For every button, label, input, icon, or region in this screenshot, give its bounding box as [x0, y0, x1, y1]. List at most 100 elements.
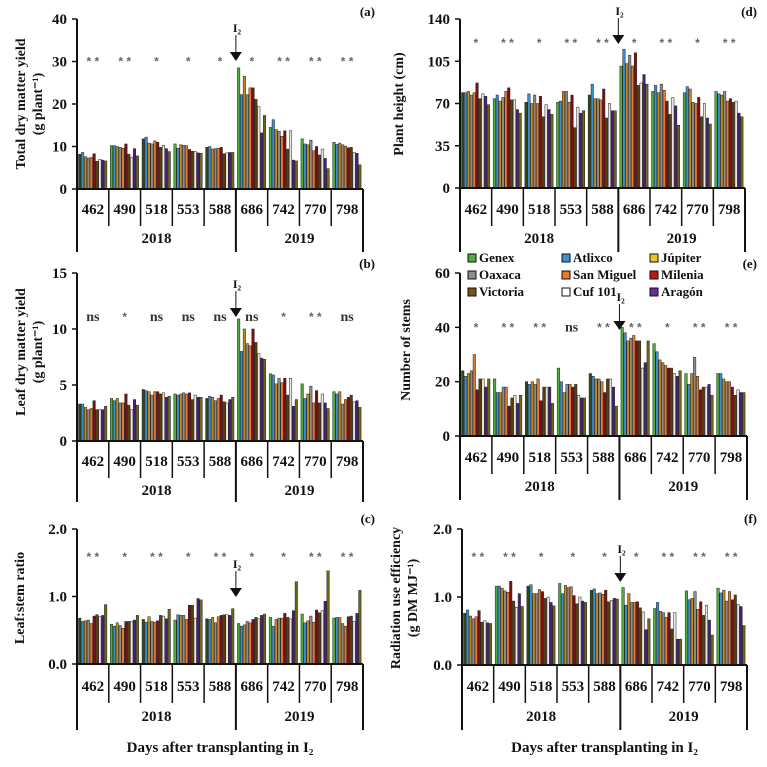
- x-tick-label: 490: [113, 202, 136, 218]
- bar-atlixco-518: [529, 584, 533, 666]
- legend-label: Milenia: [661, 267, 704, 282]
- bar-júpiter-490: [115, 146, 119, 190]
- bar-cuf-101-462: [483, 620, 487, 666]
- significance-label: * *: [214, 550, 227, 564]
- x-tick-label: 462: [467, 679, 490, 695]
- bar-oaxaca-553: [182, 392, 186, 442]
- bar-milenia-742: [667, 612, 671, 666]
- bar-milenia-518: [540, 591, 544, 666]
- bar-oaxaca-770: [309, 385, 313, 442]
- bar-cuf-101-462: [98, 409, 102, 442]
- bar-aragón-770: [323, 158, 327, 190]
- bar-atlixco-490: [496, 392, 500, 437]
- legend-label: Atlixco: [573, 250, 613, 265]
- bar-victoria-553: [190, 399, 194, 442]
- bar-san-miguel-518: [536, 103, 540, 189]
- bar-atlixco-770: [687, 599, 691, 666]
- bar-cuf-101-686: [641, 611, 645, 666]
- bar-milenia-553: [572, 595, 576, 666]
- bar-victoria-518: [543, 598, 547, 666]
- bar-san-miguel-798: [728, 591, 732, 666]
- bar-júpiter-518: [147, 616, 151, 665]
- x-tick-label: 588: [591, 202, 614, 218]
- bar-júpiter-798: [338, 391, 342, 442]
- bar-extra-742: [294, 581, 298, 665]
- significance-label: * *: [277, 55, 290, 69]
- bar-victoria-518: [159, 393, 163, 442]
- bar-milenia-686: [251, 87, 255, 190]
- bar-cuf-101-588: [607, 103, 611, 189]
- bar-victoria-518: [159, 615, 163, 665]
- bar-oaxaca-490: [503, 590, 507, 666]
- bar-aragón-490: [133, 619, 137, 665]
- x-tick-label: 798: [336, 679, 359, 695]
- bar-victoria-553: [190, 150, 194, 190]
- bar-milenia-686: [251, 619, 255, 665]
- bar-atlixco-798: [719, 592, 723, 666]
- x-tick-label: 553: [177, 679, 200, 695]
- bar-júpiter-742: [656, 92, 660, 189]
- i2-label: I₂: [233, 557, 242, 571]
- bar-extra-490: [518, 112, 522, 189]
- bar-san-miguel-490: [121, 402, 125, 442]
- bar-san-miguel-490: [121, 147, 125, 190]
- bar-milenia-588: [604, 589, 608, 666]
- bar-atlixco-742: [655, 351, 659, 437]
- bar-oaxaca-588: [213, 622, 217, 665]
- bar-san-miguel-588: [600, 381, 604, 437]
- y-axis-title-line: (g DM MJ⁻¹): [406, 558, 421, 637]
- bar-genex-553: [556, 102, 560, 189]
- bar-júpiter-490: [115, 622, 119, 665]
- bar-atlixco-490: [112, 145, 116, 190]
- bar-cuf-101-588: [225, 402, 229, 442]
- bar-extra-798: [358, 590, 362, 665]
- bar-victoria-588: [605, 117, 609, 189]
- bar-atlixco-798: [335, 144, 339, 190]
- bar-san-miguel-490: [506, 591, 510, 666]
- y-tick-label: 40: [435, 320, 450, 336]
- bar-júpiter-770: [690, 373, 694, 437]
- bar-júpiter-798: [338, 142, 342, 190]
- bar-atlixco-770: [303, 622, 307, 665]
- bar-cuf-101-490: [513, 395, 517, 437]
- bar-júpiter-742: [658, 611, 662, 666]
- legend-swatch-oaxaca: [467, 270, 477, 280]
- bar-genex-553: [558, 583, 562, 666]
- bar-atlixco-462: [81, 152, 85, 190]
- significance-label: ns: [245, 310, 259, 325]
- bar-oaxaca-490: [501, 386, 505, 437]
- bar-milenia-686: [635, 601, 639, 666]
- bar-oaxaca-686: [628, 54, 632, 189]
- bar-victoria-490: [510, 397, 514, 437]
- bar-cuf-101-742: [289, 130, 293, 190]
- year-label: 2019: [284, 709, 314, 725]
- bar-san-miguel-588: [599, 99, 603, 189]
- x-tick-label: 770: [688, 450, 711, 466]
- bar-oaxaca-770: [693, 356, 697, 437]
- bar-aragón-742: [291, 610, 295, 665]
- bar-aragón-588: [612, 598, 616, 666]
- bar-oaxaca-490: [118, 402, 122, 442]
- x-tick-label: 518: [528, 202, 551, 218]
- bar-júpiter-588: [594, 378, 598, 437]
- bar-genex-518: [524, 102, 528, 189]
- bar-atlixco-686: [240, 351, 244, 442]
- x-tick-label: 742: [272, 679, 295, 695]
- bar-san-miguel-518: [153, 391, 157, 442]
- bar-atlixco-686: [623, 332, 627, 437]
- x-tick-label: 798: [336, 454, 359, 470]
- bar-san-miguel-770: [312, 621, 316, 665]
- bar-júpiter-686: [626, 340, 630, 437]
- bar-oaxaca-686: [245, 94, 249, 190]
- bar-victoria-462: [480, 621, 484, 666]
- bar-oaxaca-798: [725, 600, 729, 666]
- y-axis-title-line: Leaf dry matter yield: [14, 288, 29, 416]
- bar-extra-553: [199, 599, 203, 665]
- y-tick-label: 20: [435, 375, 450, 391]
- bar-júpiter-742: [274, 619, 278, 665]
- bar-milenia-553: [187, 392, 191, 442]
- bar-extra-770: [326, 168, 330, 190]
- bar-oaxaca-490: [118, 147, 122, 190]
- bar-genex-798: [716, 373, 720, 437]
- bar-aragón-798: [355, 153, 359, 190]
